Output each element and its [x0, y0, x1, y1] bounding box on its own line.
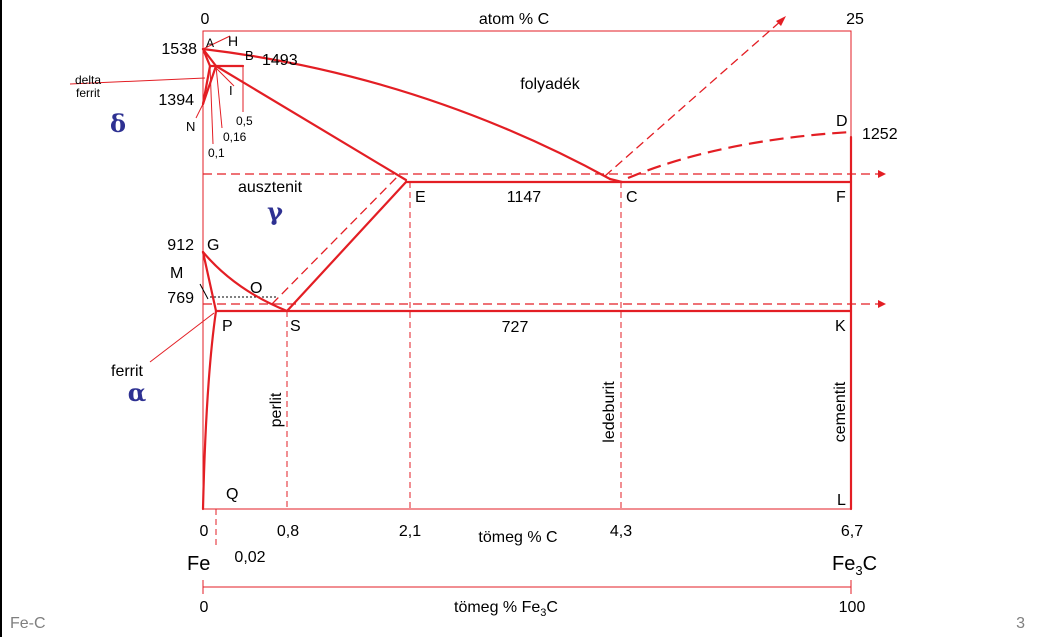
top-axis-max: 25: [846, 11, 864, 28]
graphite-liquidus-curve: [627, 130, 852, 180]
leader-delta: [69, 77, 206, 85]
austenite-label: ausztenit: [238, 179, 303, 196]
liquidus-AC: [201, 47, 612, 181]
delta-label-line1: delta: [75, 73, 101, 87]
point-M: M: [170, 265, 183, 282]
diagram-frame: [202, 30, 852, 510]
delta-label-line2: ferrit: [76, 86, 101, 100]
arrow-eutectoid: [878, 300, 886, 308]
temp-1147: 1147: [507, 189, 542, 206]
graphite-liquidus-line: [604, 19, 783, 177]
temp-912: 912: [167, 237, 194, 254]
tick-0: 0: [200, 523, 209, 540]
ledeburite-label: ledeburit: [601, 381, 618, 443]
liquid-label: folyadék: [520, 76, 581, 93]
acm-line-ES: [285, 180, 408, 313]
fe3c-scale-max: 100: [839, 599, 866, 616]
tick-2-1: 2,1: [399, 523, 421, 540]
point-C: C: [626, 189, 638, 206]
line-GP: [201, 250, 218, 313]
gamma-symbol: γ: [267, 197, 283, 226]
leader-0-16: [215, 65, 223, 129]
arrow-eutectic: [878, 170, 886, 178]
cementite-label: cementit: [832, 381, 849, 442]
leader-M: [199, 283, 209, 300]
value-0-1: 0,1: [208, 146, 225, 160]
point-K: K: [835, 318, 846, 335]
leader-0-1: [209, 65, 214, 145]
leader-I: [213, 65, 235, 87]
temp-1252: 1252: [862, 126, 898, 143]
point-Q: Q: [226, 486, 238, 503]
point-I: I: [229, 83, 233, 98]
temp-769: 769: [167, 290, 194, 307]
value-0-16: 0,16: [223, 130, 247, 144]
temp-1493: 1493: [262, 52, 298, 69]
footer-left: Fe-C: [10, 615, 46, 632]
fe3c-label: Fe3C: [832, 553, 877, 578]
a3-line-GS: [201, 250, 289, 313]
solidus-JE: [214, 64, 408, 182]
line-NH: [201, 64, 218, 106]
temp-1394: 1394: [158, 92, 194, 109]
point-N: N: [186, 119, 195, 134]
point-S: S: [290, 318, 301, 335]
stable-acm-line: [271, 173, 401, 305]
temp-727: 727: [502, 319, 529, 336]
tick-4-3: 4,3: [610, 523, 632, 540]
bottom-axis-title: tömeg % C: [478, 529, 557, 546]
point-E: E: [415, 189, 426, 206]
fe3c-scale-title: tömeg % Fe3C: [454, 599, 558, 619]
alpha-symbol: α: [128, 378, 146, 407]
fe3c-scale-min: 0: [200, 599, 209, 616]
arrow-graphite: [776, 16, 786, 26]
line-A-delta: [201, 47, 212, 68]
temp-1538: 1538: [161, 41, 197, 58]
solvus-PQ: [201, 309, 218, 511]
page-number: 3: [1016, 615, 1025, 632]
point-A: A: [206, 36, 214, 50]
tick-0-02: 0,02: [234, 549, 265, 566]
leader-N: [195, 103, 204, 119]
top-axis-title: atom % C: [479, 11, 549, 28]
delta-symbol: δ: [110, 109, 126, 138]
top-axis-min: 0: [201, 11, 210, 28]
cd-hidden: [622, 138, 851, 182]
ferrite-label: ferrit: [111, 363, 144, 380]
fe-label: Fe: [187, 553, 210, 575]
point-G: G: [207, 237, 219, 254]
point-F: F: [836, 189, 846, 206]
perlite-label: perlit: [268, 392, 285, 427]
point-D: D: [836, 113, 848, 130]
point-L: L: [837, 492, 846, 509]
leader-H: [202, 35, 231, 50]
tick-0-8: 0,8: [277, 523, 299, 540]
tick-6-7: 6,7: [841, 523, 863, 540]
line-to-C: [608, 177, 624, 184]
point-B: B: [245, 48, 254, 63]
leader-ferrit: [149, 312, 215, 363]
point-H: H: [228, 33, 238, 49]
point-O: O: [250, 280, 262, 297]
point-P: P: [222, 318, 233, 335]
value-0-5: 0,5: [236, 114, 253, 128]
